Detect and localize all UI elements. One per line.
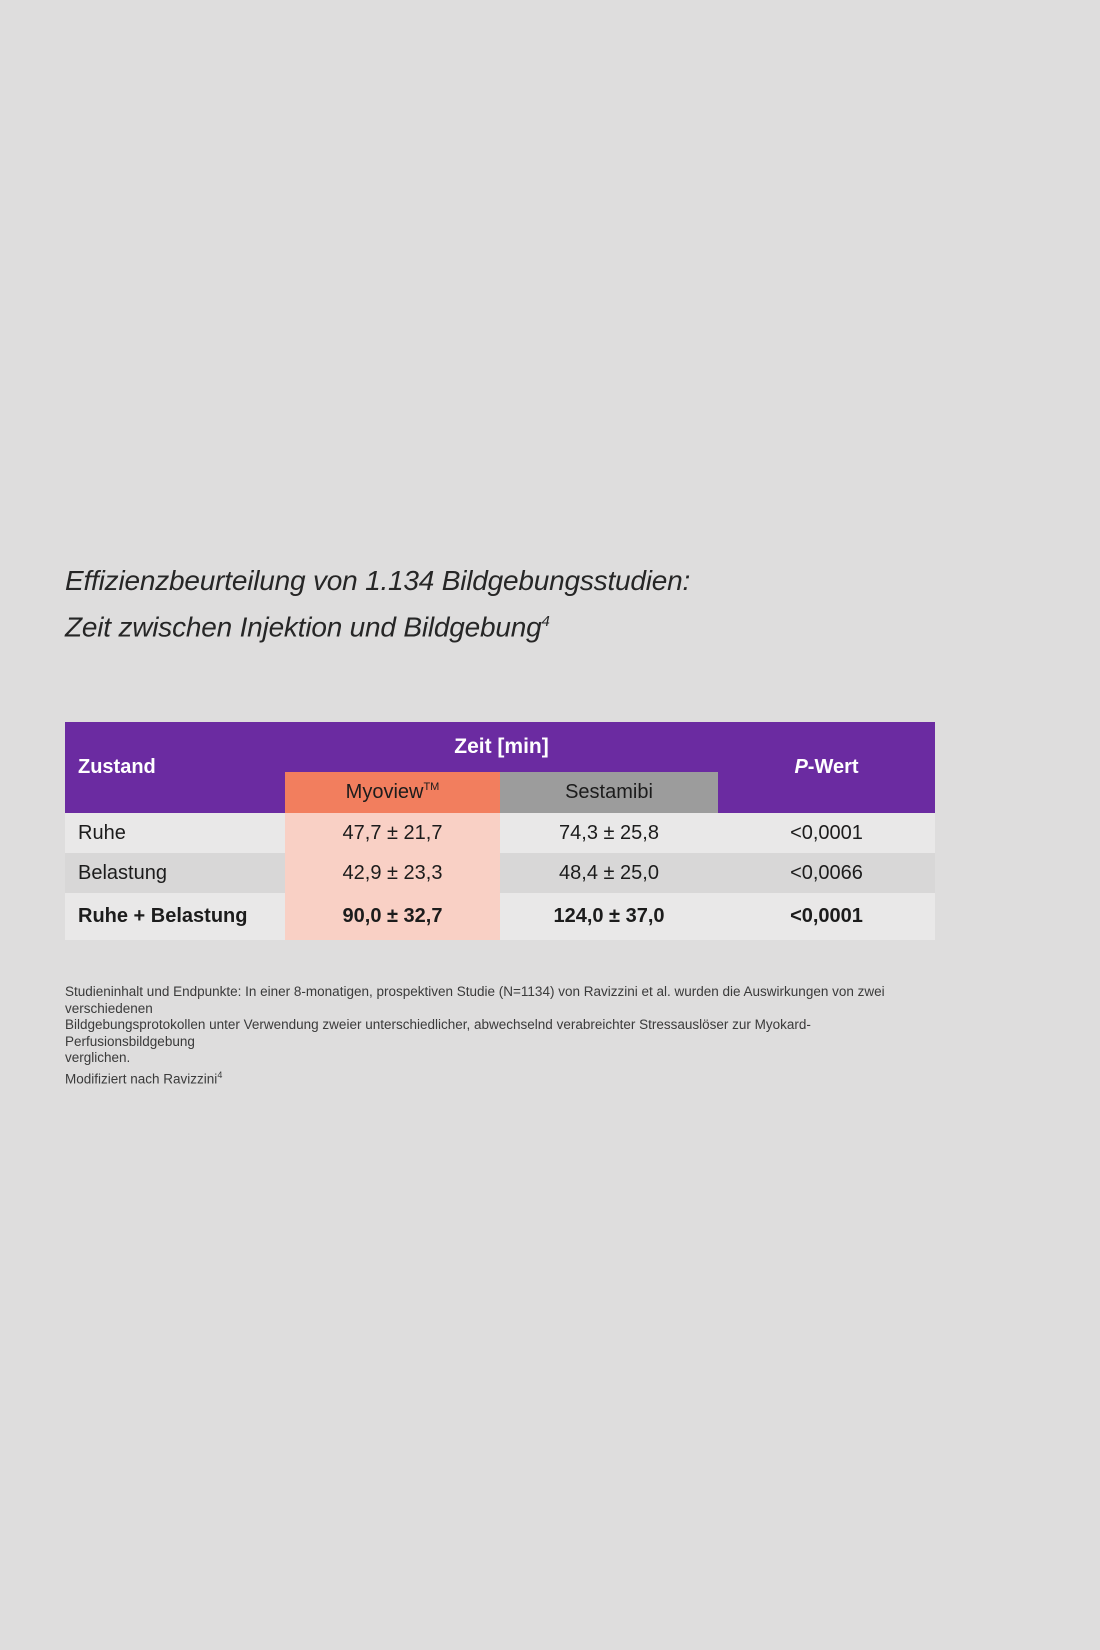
sub-header-row: Myoview TM Sestamibi xyxy=(285,772,718,813)
sestamibi-value: 74,3 ± 25,8 xyxy=(559,821,659,844)
table-row-ruhe: Ruhe 47,7 ± 21,7 74,3 ± 25,8 <0,0001 xyxy=(65,813,935,853)
myoview-value: 42,9 ± 23,3 xyxy=(285,853,500,893)
footnote-line4: Modifiziert nach Ravizzini4 xyxy=(65,1069,223,1087)
column-header-myoview: Myoview TM xyxy=(285,772,500,813)
study-footnote: Studieninhalt und Endpunkte: In einer 8-… xyxy=(65,984,935,1088)
column-header-zustand: Zustand xyxy=(78,756,156,778)
title-reference-superscript: 4 xyxy=(541,613,550,630)
myoview-value: 47,7 ± 21,7 xyxy=(285,813,500,853)
p-value: <0,0001 xyxy=(790,905,863,927)
row-label: Belastung xyxy=(78,861,167,884)
page-title: Effizienzbeurteilung von 1.134 Bildgebun… xyxy=(65,560,965,647)
column-header-zeit-min: Zeit [min] xyxy=(454,735,549,758)
footnote-line1: Studieninhalt und Endpunkte: In einer 8-… xyxy=(65,984,885,1016)
table-row-belastung: Belastung 42,9 ± 23,3 48,4 ± 25,0 <0,006… xyxy=(65,853,935,893)
footnote-line2: Bildgebungsprotokollen unter Verwendung … xyxy=(65,1017,811,1049)
page-title-line1: Effizienzbeurteilung von 1.134 Bildgebun… xyxy=(65,565,691,596)
row-label: Ruhe xyxy=(78,821,126,844)
page-title-line2: Zeit zwischen Injektion und Bildgebung4 xyxy=(65,611,550,643)
row-label: Ruhe + Belastung xyxy=(78,905,248,927)
table-header: Zustand Zeit [min] Myoview TM Sestamibi P… xyxy=(65,722,935,813)
footnote-reference-superscript: 4 xyxy=(217,1069,223,1080)
column-group-zeit: Zeit [min] Myoview TM Sestamibi xyxy=(285,722,718,813)
footnote-line3: verglichen. xyxy=(65,1050,131,1065)
sestamibi-value: 124,0 ± 37,0 xyxy=(553,905,665,927)
efficiency-table: Zustand Zeit [min] Myoview TM Sestamibi P… xyxy=(65,722,935,940)
sestamibi-value: 48,4 ± 25,0 xyxy=(559,861,659,884)
p-value: <0,0066 xyxy=(790,861,863,884)
column-header-p-wert: P -Wert xyxy=(794,756,859,778)
p-value: <0,0001 xyxy=(790,821,863,844)
myoview-value: 90,0 ± 32,7 xyxy=(285,893,500,940)
column-header-sestamibi: Sestamibi xyxy=(500,772,718,813)
table-row-ruhe-plus-belastung: Ruhe + Belastung 90,0 ± 32,7 124,0 ± 37,… xyxy=(65,893,935,940)
